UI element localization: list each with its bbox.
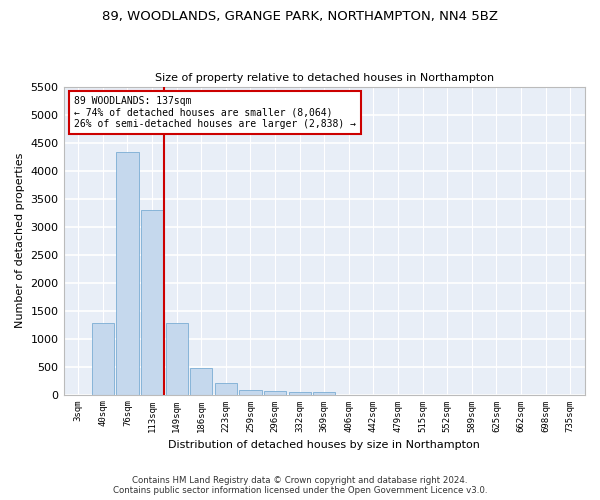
- Bar: [166, 323, 188, 394]
- Bar: [289, 392, 311, 394]
- Bar: [92, 324, 114, 394]
- Text: 89 WOODLANDS: 137sqm
← 74% of detached houses are smaller (8,064)
26% of semi-de: 89 WOODLANDS: 137sqm ← 74% of detached h…: [74, 96, 356, 129]
- Bar: [313, 392, 335, 394]
- Bar: [141, 210, 163, 394]
- Text: 89, WOODLANDS, GRANGE PARK, NORTHAMPTON, NN4 5BZ: 89, WOODLANDS, GRANGE PARK, NORTHAMPTON,…: [102, 10, 498, 23]
- Text: Contains HM Land Registry data © Crown copyright and database right 2024.
Contai: Contains HM Land Registry data © Crown c…: [113, 476, 487, 495]
- Bar: [215, 383, 237, 394]
- Bar: [116, 152, 139, 394]
- Bar: [190, 368, 212, 394]
- Bar: [239, 390, 262, 394]
- Bar: [264, 391, 286, 394]
- X-axis label: Distribution of detached houses by size in Northampton: Distribution of detached houses by size …: [169, 440, 480, 450]
- Title: Size of property relative to detached houses in Northampton: Size of property relative to detached ho…: [155, 73, 494, 83]
- Y-axis label: Number of detached properties: Number of detached properties: [15, 153, 25, 328]
